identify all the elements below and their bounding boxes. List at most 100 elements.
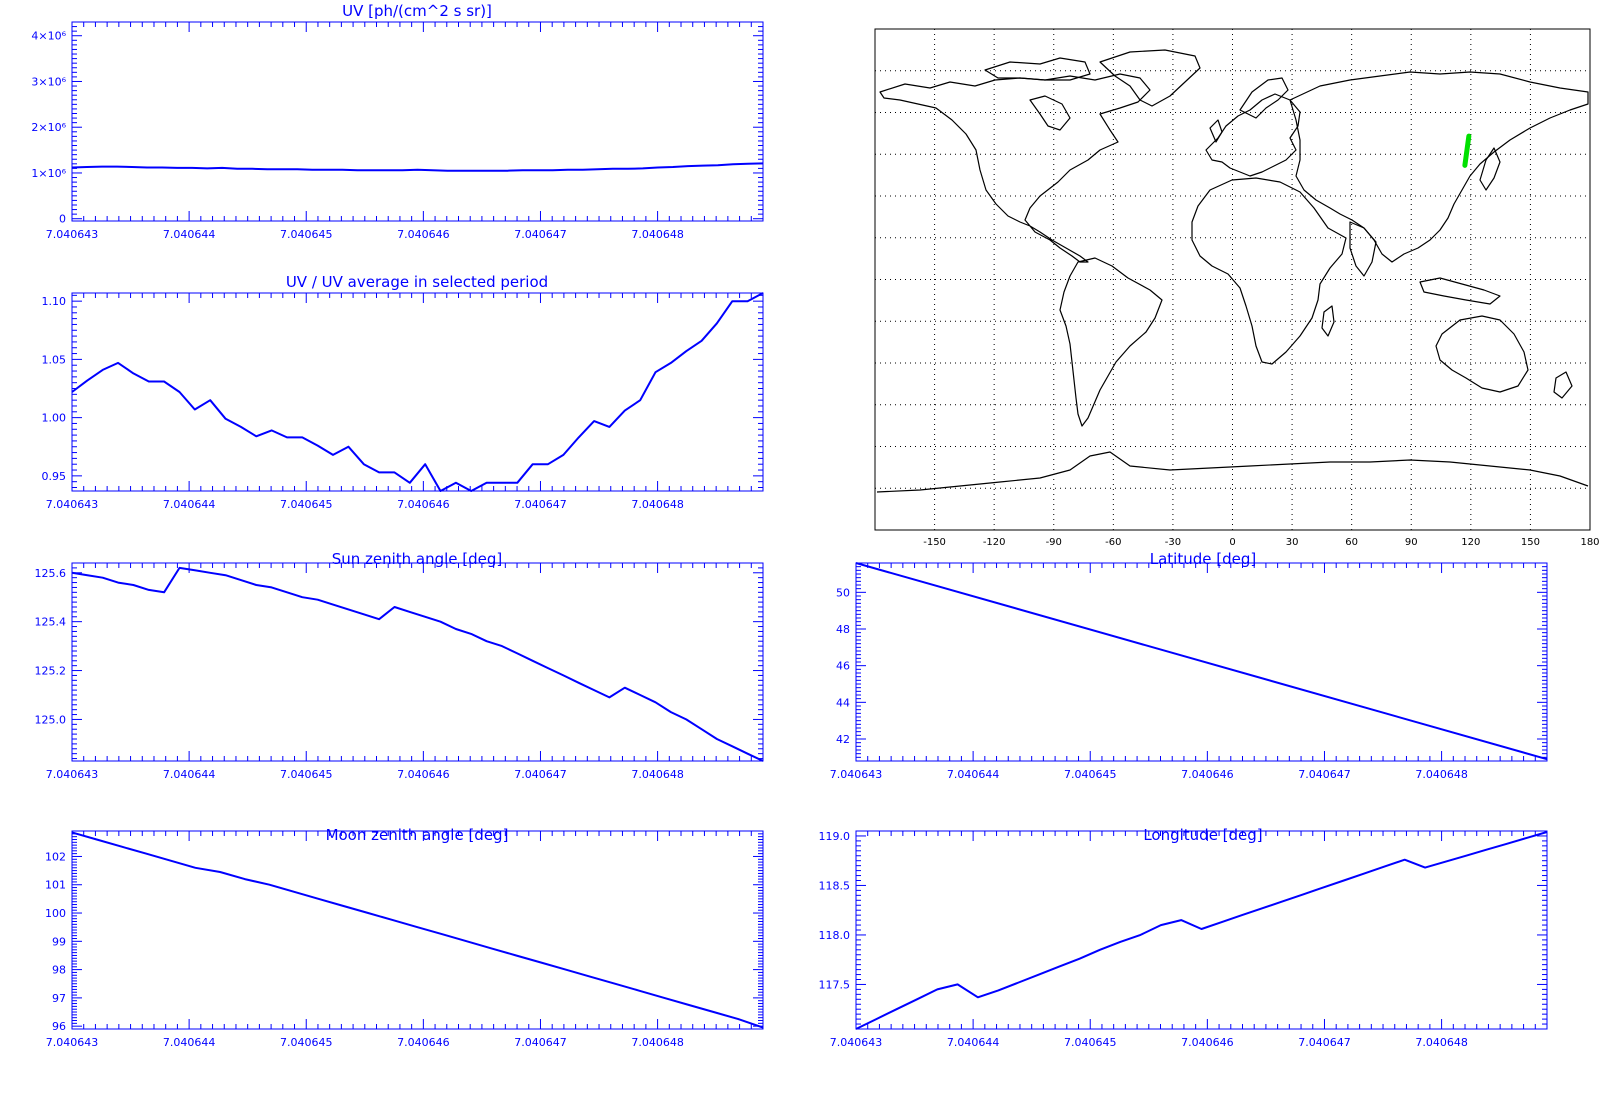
longitude-xtick-label: 7.040644 — [947, 1036, 1000, 1049]
new-zealand-coast — [1553, 371, 1573, 399]
uv-xtick-label: 7.040644 — [163, 228, 216, 241]
uv-ytick-label: 3×10⁶ — [31, 75, 66, 88]
longitude-ytick-label: 118.0 — [819, 929, 851, 942]
moon-zenith-xtick-label: 7.040647 — [514, 1036, 567, 1049]
lon-series-line — [855, 831, 1548, 1030]
uv-xtick-label: 7.040648 — [631, 228, 684, 241]
lon-tick-marks — [855, 830, 1548, 1030]
moon-zenith-ytick-label: 100 — [45, 907, 66, 920]
arctic-islands-coast — [984, 57, 1091, 81]
uv-ratio-ytick-label: 1.00 — [42, 412, 67, 425]
sun-zenith-ytick-labels: 125.0 125.2 125.4 125.6 — [35, 567, 67, 727]
latitude-panel: Latitude [deg] 42 44 46 48 50 7.040643 7… — [830, 550, 1548, 781]
moon-zenith-xtick-labels: 7.040643 7.040644 7.040645 7.040646 7.04… — [46, 1036, 684, 1049]
hudson-bay-coast — [1029, 95, 1071, 131]
uv-title: UV [ph/(cm^2 s sr)] — [342, 2, 492, 20]
ratio-tick-marks — [71, 293, 764, 491]
ratio-series-line — [71, 292, 764, 492]
moon-tick-marks — [71, 830, 764, 1030]
moon-zenith-xtick-label: 7.040643 — [46, 1036, 99, 1049]
moon-zenith-ytick-label: 102 — [45, 850, 66, 863]
moon-zenith-ytick-label: 99 — [52, 935, 66, 948]
south-america-coast — [1059, 257, 1163, 427]
sun-zenith-xtick-label: 7.040643 — [46, 768, 99, 781]
uv-ratio-ytick-label: 0.95 — [42, 470, 67, 483]
uv-xtick-label: 7.040646 — [397, 228, 450, 241]
latitude-xtick-label: 7.040645 — [1064, 768, 1117, 781]
longitude-xtick-label: 7.040648 — [1415, 1036, 1468, 1049]
longitude-xtick-label: 7.040645 — [1064, 1036, 1117, 1049]
africa-coast — [1191, 177, 1347, 365]
uv-ratio-xtick-label: 7.040643 — [46, 498, 99, 511]
map-xtick-label: -90 — [1046, 537, 1062, 548]
latitude-ytick-label: 48 — [836, 623, 850, 636]
southeast-asia-islands-coast — [1419, 277, 1501, 305]
longitude-panel: Longitude [deg] 117.5 118.0 118.5 119.0 … — [819, 826, 1548, 1049]
longitude-xtick-label: 7.040643 — [830, 1036, 883, 1049]
north-america-coast — [879, 73, 1151, 263]
sun-zenith-panel: Sun zenith angle [deg] 125.0 125.2 125.4… — [35, 550, 764, 781]
uv-ratio-xtick-label: 7.040645 — [280, 498, 333, 511]
moon-zenith-ytick-label: 96 — [52, 1020, 66, 1033]
map-xtick-label: 150 — [1521, 537, 1540, 548]
lon-plot-frame — [855, 830, 1548, 1030]
map-xtick-label: 120 — [1461, 537, 1480, 548]
longitude-xtick-labels: 7.040643 7.040644 7.040645 7.040646 7.04… — [830, 1036, 1468, 1049]
longitude-xtick-label: 7.040646 — [1181, 1036, 1234, 1049]
longitude-ytick-labels: 117.5 118.0 118.5 119.0 — [819, 830, 851, 992]
uv-xtick-label: 7.040645 — [280, 228, 333, 241]
longitude-ytick-label: 117.5 — [819, 978, 851, 991]
map-coastlines — [876, 49, 1589, 493]
uv-ratio-xtick-label: 7.040646 — [397, 498, 450, 511]
lat-series-line — [855, 562, 1548, 761]
map-xtick-label: -150 — [923, 537, 946, 548]
antarctica-coast — [876, 451, 1589, 493]
sza-tick-marks — [71, 562, 764, 761]
map-xtick-labels: -150 -120 -90 -60 -30 0 30 60 90 120 150… — [923, 537, 1599, 548]
sun-zenith-xtick-label: 7.040646 — [397, 768, 450, 781]
moon-zenith-panel: Moon zenith angle [deg] 96 97 98 99 100 … — [45, 826, 764, 1049]
satellite-track — [1462, 133, 1472, 168]
sun-zenith-ytick-label: 125.6 — [35, 567, 67, 580]
moon-zenith-xtick-label: 7.040646 — [397, 1036, 450, 1049]
moon-zenith-xtick-label: 7.040648 — [631, 1036, 684, 1049]
latitude-xtick-label: 7.040648 — [1415, 768, 1468, 781]
latitude-title: Latitude [deg] — [1150, 550, 1256, 568]
moon-zenith-ytick-labels: 96 97 98 99 100 101 102 — [45, 850, 66, 1033]
moon-zenith-xtick-label: 7.040645 — [280, 1036, 333, 1049]
map-xtick-label: -120 — [983, 537, 1006, 548]
map-xtick-label: 60 — [1345, 537, 1358, 548]
map-xtick-label: 30 — [1286, 537, 1299, 548]
uv-ratio-title: UV / UV average in selected period — [286, 273, 548, 291]
uv-plot-frame — [71, 21, 764, 222]
uv-ratio-xtick-label: 7.040648 — [631, 498, 684, 511]
map-xtick-label: 90 — [1405, 537, 1418, 548]
latitude-xtick-label: 7.040647 — [1298, 768, 1351, 781]
europe-coast — [1205, 93, 1301, 177]
sun-zenith-ytick-label: 125.0 — [35, 713, 67, 726]
sun-zenith-title: Sun zenith angle [deg] — [332, 550, 503, 568]
latitude-ytick-label: 50 — [836, 586, 850, 599]
sun-zenith-ytick-label: 125.2 — [35, 665, 67, 678]
sun-zenith-xtick-label: 7.040648 — [631, 768, 684, 781]
uv-ytick-label: 1×10⁶ — [31, 167, 66, 180]
uv-series-line — [71, 162, 764, 172]
sun-zenith-xtick-labels: 7.040643 7.040644 7.040645 7.040646 7.04… — [46, 768, 684, 781]
sun-zenith-xtick-label: 7.040645 — [280, 768, 333, 781]
sza-plot-frame — [71, 562, 764, 762]
uv-ratio-xtick-label: 7.040644 — [163, 498, 216, 511]
moon-series-line — [71, 831, 764, 1029]
map-xtick-label: -60 — [1105, 537, 1121, 548]
latitude-xtick-label: 7.040646 — [1181, 768, 1234, 781]
latitude-xtick-labels: 7.040643 7.040644 7.040645 7.040646 7.04… — [830, 768, 1468, 781]
uv-tick-marks — [71, 21, 764, 221]
latitude-ytick-labels: 42 44 46 48 50 — [836, 586, 850, 746]
uv-ratio-panel: UV / UV average in selected period 0.95 … — [42, 273, 764, 511]
longitude-ytick-label: 119.0 — [819, 830, 851, 843]
uv-ratio-xtick-label: 7.040647 — [514, 498, 567, 511]
moon-zenith-ytick-label: 101 — [45, 879, 66, 892]
uv-ytick-labels: 0 1×10⁶ 2×10⁶ 3×10⁶ 4×10⁶ — [31, 30, 66, 226]
latitude-ytick-label: 42 — [836, 733, 850, 746]
sun-zenith-xtick-label: 7.040644 — [163, 768, 216, 781]
british-isles-coast — [1209, 119, 1223, 143]
